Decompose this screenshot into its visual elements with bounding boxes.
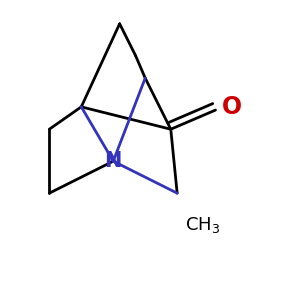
Text: N: N (105, 151, 122, 171)
Text: O: O (221, 95, 242, 119)
Text: CH$_3$: CH$_3$ (185, 215, 220, 235)
